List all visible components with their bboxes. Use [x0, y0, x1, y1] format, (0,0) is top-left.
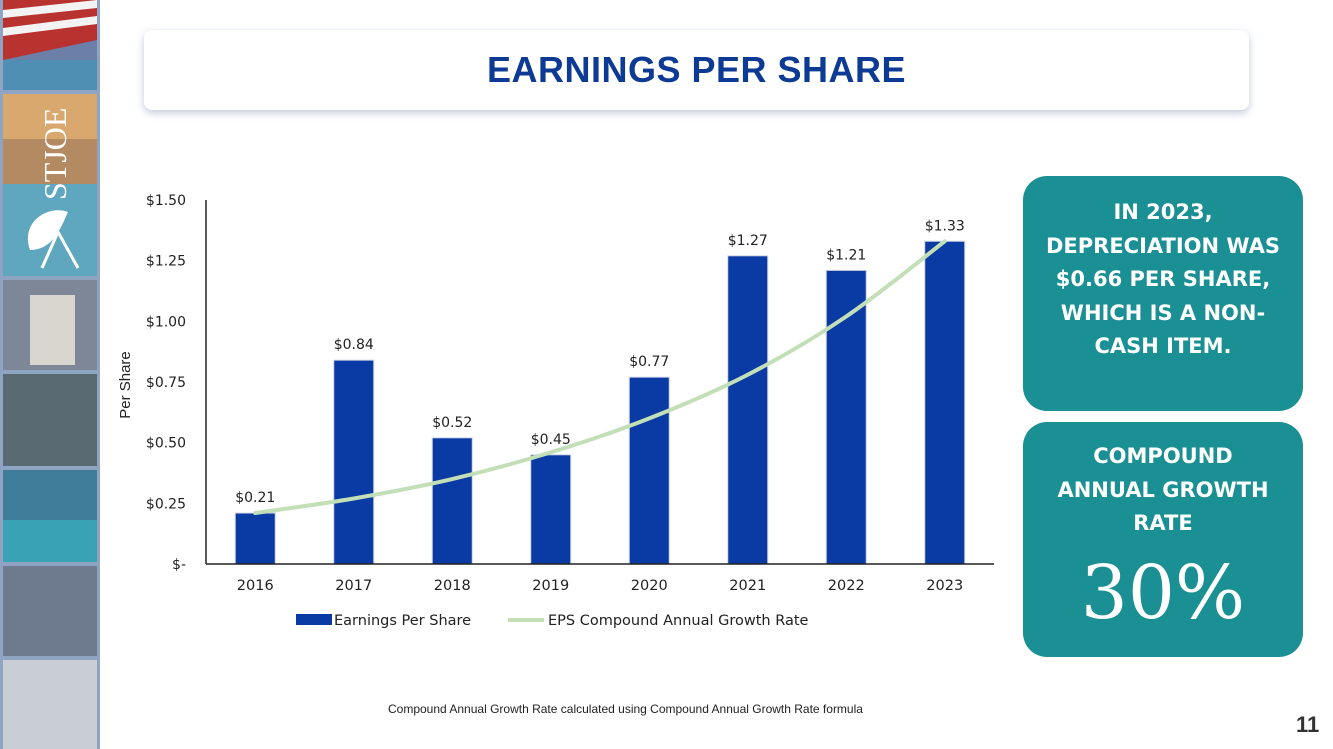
- cagr-label: COMPOUND ANNUAL GROWTH RATE: [1057, 444, 1269, 535]
- bar-value-label: $1.27: [728, 233, 768, 249]
- y-tick-label: $1.00: [146, 314, 186, 330]
- legend-label-line: EPS Compound Annual Growth Rate: [548, 613, 809, 629]
- bar-2019: [530, 454, 572, 565]
- y-axis-label: Per Share: [117, 351, 134, 419]
- footnote: Compound Annual Growth Rate calculated u…: [388, 702, 863, 716]
- trend-line-group: [253, 239, 947, 516]
- photo-patio: [3, 374, 97, 466]
- bar-2018: [431, 437, 473, 565]
- y-tick-label: $1.25: [146, 254, 186, 270]
- x-tick-label: 2016: [237, 578, 274, 594]
- bar-2022: [825, 269, 867, 565]
- bar-value-label: $0.21: [235, 490, 275, 506]
- bar-value-label: $0.52: [432, 415, 472, 431]
- x-axis-ticks: 2016 2017 2018 2019 2020 2021 2022 2023: [237, 578, 963, 594]
- x-tick-label: 2017: [335, 578, 372, 594]
- bar-value-label: $0.77: [629, 354, 669, 370]
- x-tick-label: 2023: [926, 578, 963, 594]
- y-tick-label: $0.50: [146, 436, 186, 452]
- eps-chart: Per Share $- $0.25 $0.50 $0.75 $1.00 $1.25 $1.…: [117, 193, 994, 629]
- bar-2017: [333, 359, 375, 565]
- page-title: EARNINGS PER SHARE: [486, 49, 907, 90]
- y-tick-label: $0.25: [146, 496, 186, 512]
- sidebar-photos: [3, 0, 97, 749]
- legend: Earnings Per Share EPS Compound Annual G…: [296, 613, 809, 629]
- legend-swatch-bars: [296, 614, 332, 625]
- cagr-trend-line: [253, 239, 947, 516]
- page-number: 11: [1296, 712, 1320, 737]
- x-tick-label: 2021: [729, 578, 766, 594]
- bar-2016: [234, 512, 276, 565]
- depreciation-text: IN 2023, DEPRECIATION WAS $0.66 PER SHAR…: [1045, 200, 1280, 358]
- bar-value-label: $0.84: [334, 337, 374, 353]
- y-axis-ticks: $- $0.25 $0.50 $0.75 $1.00 $1.25 $1.50: [146, 193, 186, 573]
- bar-2023: [924, 240, 966, 565]
- bar-value-label: $0.45: [531, 432, 571, 448]
- y-tick-label: $0.75: [146, 375, 186, 391]
- bars: [234, 240, 966, 565]
- x-tick-label: 2020: [631, 578, 668, 594]
- stjoe-logo: STJOE: [37, 108, 73, 200]
- bar-labels: $0.21 $0.84 $0.52 $0.45 $0.77 $1.27 $1.21 $1.33: [235, 218, 965, 506]
- title-banner: EARNINGS PER SHARE: [144, 30, 1249, 110]
- cagr-value: 30%: [1080, 550, 1246, 636]
- bar-value-label: $1.21: [826, 247, 866, 263]
- bar-2020: [628, 376, 670, 565]
- x-tick-label: 2019: [532, 578, 569, 594]
- x-tick-label: 2018: [434, 578, 471, 594]
- bar-2021: [727, 255, 769, 565]
- y-tick-label: $-: [172, 557, 186, 573]
- photo-interior: [3, 660, 97, 749]
- logo-text: STJOE: [37, 108, 73, 200]
- logo-leaf-icon: [28, 210, 68, 250]
- x-tick-label: 2022: [828, 578, 865, 594]
- sidebar-photo-strip: STJOE: [0, 0, 100, 749]
- depreciation-card: IN 2023, DEPRECIATION WAS $0.66 PER SHAR…: [1023, 176, 1303, 411]
- y-tick-label: $1.50: [146, 193, 186, 209]
- legend-label-bars: Earnings Per Share: [334, 613, 471, 629]
- cagr-card: COMPOUND ANNUAL GROWTH RATE 30%: [1023, 422, 1303, 657]
- bar-value-label: $1.33: [925, 218, 965, 234]
- photo-lounge: [3, 566, 97, 656]
